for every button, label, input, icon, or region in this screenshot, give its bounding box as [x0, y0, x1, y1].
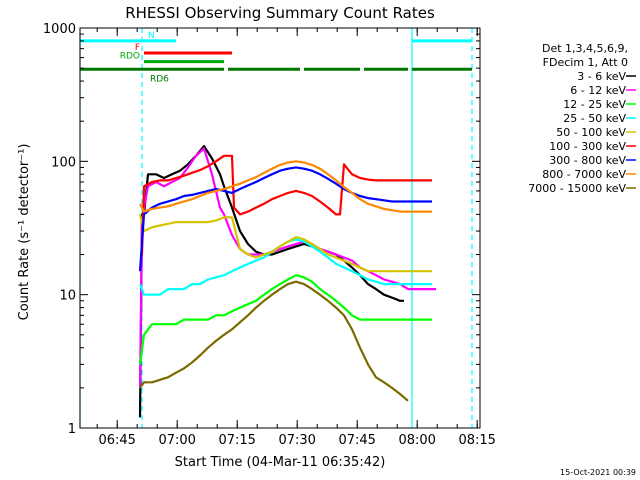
x-tick-label: 06:45 [98, 433, 135, 448]
series-line [139, 280, 409, 402]
x-tick-label: 07:30 [278, 433, 315, 448]
series-line [138, 214, 432, 273]
legend-entry-label: 12 - 25 keV [563, 98, 626, 111]
legend-header: Det 1,3,4,5,6,9, [542, 42, 628, 55]
legend-entry-label: 800 - 7000 keV [542, 168, 626, 181]
series-line [138, 274, 432, 365]
legend-header: FDecim 1, Att 0 [543, 56, 628, 69]
legend-entry-label: 50 - 100 keV [556, 126, 626, 139]
y-tick-label: 10 [59, 289, 76, 304]
series-line [140, 154, 432, 256]
state-label: F [135, 43, 140, 53]
state-label: RDO [120, 52, 140, 62]
x-axis-label: Start Time (04-Mar-11 06:35:42) [175, 455, 386, 470]
x-tick-label: 08:15 [458, 433, 495, 448]
state-label: N [148, 31, 155, 41]
series-group [138, 145, 436, 418]
legend-entry-label: 3 - 6 keV [577, 70, 626, 83]
series-line [138, 147, 436, 388]
legend-entry-label: 6 - 12 keV [570, 84, 626, 97]
series-line [138, 166, 432, 272]
footer-timestamp: 15-Oct-2021 00:39 [560, 468, 636, 477]
x-tick-label: 07:45 [338, 433, 375, 448]
legend-entry-label: 25 - 50 keV [563, 112, 626, 125]
y-tick-label: 100 [51, 155, 76, 170]
y-tick-label: 1 [68, 422, 76, 437]
y-axis-label: Count Rate (s⁻¹ detector⁻¹) [17, 144, 32, 321]
x-tick-label: 08:00 [398, 433, 435, 448]
x-tick-label: 07:15 [218, 433, 255, 448]
legend: Det 1,3,4,5,6,9,FDecim 1, Att 03 - 6 keV… [528, 42, 636, 195]
legend-entry-label: 7000 - 15000 keV [528, 182, 626, 195]
x-tick-label: 07:00 [158, 433, 195, 448]
y-tick-label: 1000 [43, 22, 76, 37]
series-line [139, 160, 432, 213]
plot-frame [79, 27, 481, 429]
state-label: RD6 [150, 74, 169, 84]
legend-entry-label: 300 - 800 keV [549, 154, 626, 167]
chart-title: RHESSI Observing Summary Count Rates [125, 4, 435, 22]
legend-entry-label: 100 - 300 keV [549, 140, 626, 153]
